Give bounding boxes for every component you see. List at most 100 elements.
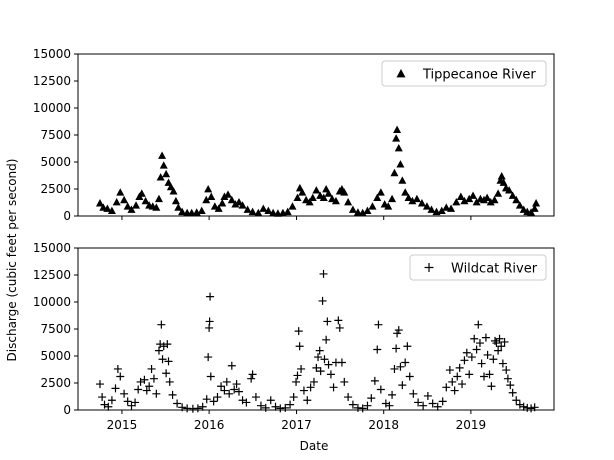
- data-point: [159, 161, 168, 169]
- data-point: [202, 195, 211, 204]
- data-point: [394, 326, 403, 335]
- data-point: [299, 386, 308, 395]
- data-point: [500, 337, 509, 346]
- data-point: [505, 186, 514, 194]
- data-point: [283, 207, 292, 216]
- data-point: [358, 208, 367, 217]
- data-point: [294, 327, 303, 336]
- data-point: [178, 207, 187, 216]
- data-point: [269, 208, 278, 217]
- x-tick-label: 2017: [281, 418, 312, 432]
- data-point: [392, 344, 401, 353]
- data-point: [142, 386, 151, 395]
- data-point: [261, 403, 270, 412]
- data-point: [388, 390, 397, 399]
- data-point: [113, 364, 122, 373]
- data-point: [120, 195, 129, 204]
- data-point: [474, 320, 483, 329]
- legend-box: [381, 60, 547, 87]
- data-point: [367, 394, 376, 403]
- data-point: [460, 196, 469, 205]
- data-point: [467, 353, 476, 362]
- data-point: [207, 192, 216, 200]
- data-point: [483, 350, 492, 359]
- data-point: [131, 398, 140, 407]
- data-point: [227, 361, 236, 370]
- data-point: [111, 384, 120, 393]
- data-point: [157, 320, 166, 329]
- data-point: [480, 372, 489, 381]
- data-point: [103, 204, 112, 212]
- tippecanoe-panel: 0 2500 5000 7500 10000 12500 15000 Tippecanoe R…: [33, 47, 555, 223]
- data-point: [289, 393, 298, 402]
- data-point: [286, 400, 295, 409]
- data-point: [481, 333, 490, 342]
- data-point: [209, 397, 218, 406]
- data-point: [292, 377, 301, 386]
- data-point: [324, 189, 333, 197]
- data-point: [281, 403, 290, 412]
- x-tick-label: 2015: [107, 418, 138, 432]
- data-point: [409, 389, 418, 398]
- legend-marker: [396, 69, 406, 78]
- data-point: [107, 206, 116, 214]
- data-point: [374, 320, 383, 329]
- data-point: [442, 203, 451, 211]
- x-tick-label: 2019: [456, 418, 487, 432]
- data-point: [204, 353, 213, 362]
- data-point: [414, 398, 423, 407]
- data-point: [174, 203, 183, 211]
- data-point: [456, 192, 465, 200]
- data-point: [309, 377, 318, 386]
- data-point: [158, 151, 167, 159]
- data-point: [293, 193, 302, 202]
- legend-label: Wildcat River: [451, 262, 538, 277]
- data-point: [127, 205, 136, 213]
- data-point: [398, 176, 407, 184]
- data-point: [123, 202, 132, 210]
- data-points: [95, 125, 541, 217]
- data-point: [234, 387, 243, 396]
- data-point: [232, 380, 241, 389]
- data-point: [251, 393, 260, 402]
- data-point: [353, 208, 362, 216]
- data-point: [494, 189, 503, 197]
- data-point: [298, 188, 307, 196]
- data-point: [497, 342, 506, 351]
- data-point: [230, 385, 239, 394]
- data-point: [462, 348, 471, 357]
- data-point: [401, 358, 410, 367]
- legend-label: Tippecanoe River: [422, 68, 536, 83]
- data-point: [259, 204, 268, 212]
- data-point: [499, 178, 508, 186]
- data-point: [303, 396, 312, 405]
- data-point: [316, 367, 325, 376]
- data-point: [512, 396, 521, 405]
- data-point: [238, 201, 247, 209]
- data-point: [314, 353, 323, 362]
- data-point: [206, 292, 215, 301]
- data-point: [222, 377, 231, 386]
- y-tick-label: 2500: [40, 376, 71, 390]
- data-point: [408, 196, 417, 205]
- data-point: [104, 402, 113, 411]
- data-point: [306, 383, 315, 392]
- data-point: [116, 372, 125, 381]
- data-point: [220, 192, 229, 200]
- data-point: [404, 193, 413, 202]
- data-point: [485, 370, 494, 379]
- data-point: [450, 386, 459, 395]
- data-point: [329, 383, 338, 392]
- data-point: [344, 393, 353, 402]
- data-point: [503, 374, 512, 383]
- data-point: [412, 194, 421, 203]
- data-point: [495, 334, 504, 343]
- data-point: [437, 206, 446, 214]
- data-point: [163, 340, 172, 349]
- data-point: [152, 389, 161, 398]
- data-points: [95, 269, 539, 413]
- data-point: [358, 404, 367, 413]
- data-point: [140, 375, 149, 384]
- data-point: [326, 370, 335, 379]
- y-tick-label: 2500: [40, 182, 71, 196]
